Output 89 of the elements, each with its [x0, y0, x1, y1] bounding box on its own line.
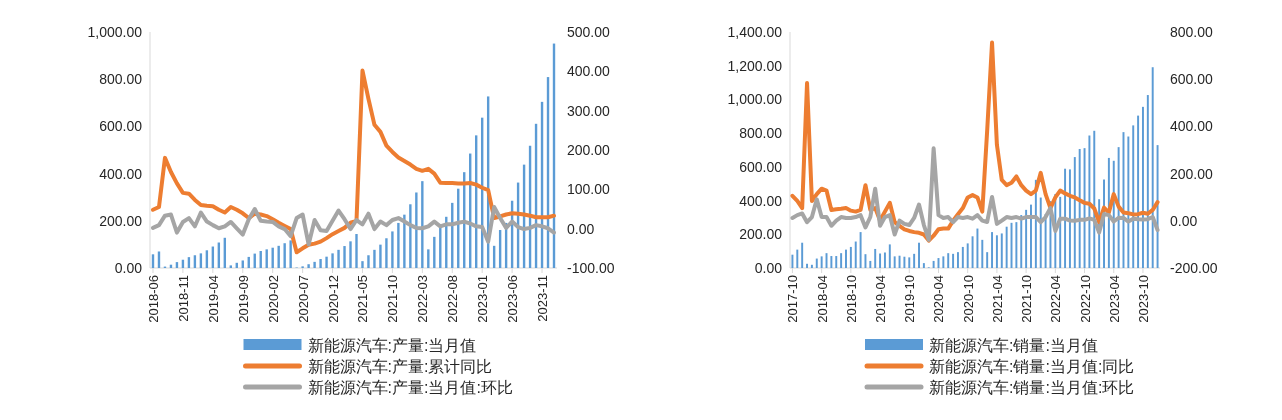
bar — [379, 244, 382, 268]
y-tick-label: 200.00 — [739, 226, 783, 243]
x-tick-label: 2020-04 — [931, 275, 947, 323]
y2-tick-label: 400.00 — [1170, 118, 1214, 135]
x-tick-label: 2023-01 — [475, 275, 491, 323]
y-tick-label: 600.00 — [739, 158, 783, 175]
x-tick-label: 2022-03 — [415, 275, 431, 323]
line-series — [790, 40, 1160, 243]
bar — [373, 249, 376, 268]
y-tick-label: 1,400.00 — [727, 24, 783, 40]
legend-label: 新能源汽车:销量:当月值 — [929, 337, 1098, 354]
y2-tick-label: 0.00 — [1170, 212, 1198, 229]
x-tick-label: 2018-06 — [145, 275, 161, 323]
bar — [409, 204, 412, 268]
y-tick-label: 800.00 — [99, 71, 143, 88]
bar — [307, 264, 310, 268]
y2-tick-label: 400.00 — [567, 63, 611, 80]
y-tick-label: 1,200.00 — [727, 57, 783, 74]
y2-tick-label: -100.00 — [567, 260, 615, 276]
y-tick-label: 400.00 — [99, 165, 143, 182]
x-tick-label: 2019-04 — [205, 275, 221, 323]
y2-tick-label: 100.00 — [567, 181, 611, 198]
y-tick-label: 400.00 — [739, 192, 783, 209]
x-tick-label: 2018-11 — [175, 275, 191, 322]
x-tick-label: 2019-10 — [902, 275, 918, 323]
x-tick-label: 2021-10 — [1019, 275, 1035, 323]
bar — [427, 249, 430, 268]
legend-label: 新能源汽车:销量:当月值:同比 — [929, 358, 1135, 375]
y2-tick-label: 300.00 — [567, 102, 611, 119]
x-tick-label: 2019-04 — [873, 275, 889, 323]
bar — [355, 234, 358, 268]
bar — [367, 255, 370, 268]
y2-tick-label: 0.00 — [567, 220, 595, 237]
x-tick-label: 2023-10 — [1135, 275, 1151, 323]
y-tick-label: 600.00 — [99, 118, 143, 135]
bar — [397, 222, 400, 268]
x-tick-label: 2020-10 — [960, 275, 976, 323]
y-tick-label: 1,000.00 — [87, 24, 143, 40]
bar — [283, 243, 286, 268]
bar — [337, 249, 340, 268]
bar — [229, 265, 232, 268]
x-tick-label: 2022-10 — [1077, 275, 1093, 323]
bar — [319, 259, 322, 268]
y2-tick-label: 200.00 — [1170, 165, 1214, 182]
y-tick-label: 200.00 — [99, 212, 143, 229]
y-tick-label: 800.00 — [739, 125, 783, 142]
y-tick-label: 1,000.00 — [727, 91, 783, 108]
bar — [289, 240, 292, 268]
x-tick-label: 2018-04 — [814, 275, 830, 323]
x-tick-label: 2018-10 — [843, 275, 859, 323]
bar — [277, 245, 280, 268]
x-tick-label: 2023-11 — [535, 275, 551, 322]
bar — [349, 241, 352, 268]
x-tick-label: 2020-07 — [295, 275, 311, 323]
y-tick-label: 0.00 — [114, 260, 143, 276]
x-tick-label: 2021-05 — [355, 275, 371, 323]
x-tick-label: 2020-12 — [325, 275, 341, 323]
y2-tick-label: -200.00 — [1170, 260, 1218, 276]
bar — [421, 181, 424, 268]
y2-tick-label: 200.00 — [567, 142, 611, 158]
bar — [361, 261, 364, 268]
x-tick-label: 2021-10 — [385, 275, 401, 323]
x-tick-label: 2021-04 — [989, 275, 1005, 323]
x-tick-label: 2022-08 — [445, 275, 461, 323]
bar — [391, 231, 394, 268]
y2-tick-label: 800.00 — [1170, 24, 1214, 40]
x-tick-label: 2023-06 — [505, 275, 521, 323]
y2-tick-label: 500.00 — [567, 24, 611, 40]
line-series — [150, 68, 557, 255]
bar — [403, 214, 406, 268]
y-tick-label: 0.00 — [754, 260, 783, 276]
line-series — [150, 205, 557, 247]
bar — [331, 253, 334, 268]
bar — [385, 238, 388, 268]
x-tick-label: 2023-04 — [1106, 275, 1122, 323]
x-tick-label: 2020-02 — [265, 275, 281, 323]
bar — [313, 261, 316, 268]
x-tick-label: 2017-10 — [785, 275, 801, 323]
bar — [343, 246, 346, 268]
legend-label: 新能源汽车:产量:当月值:环比 — [307, 379, 513, 396]
x-tick-label: 2022-04 — [1048, 275, 1064, 323]
x-tick-label: 2019-09 — [235, 275, 251, 323]
legend-label: 新能源汽车:产量:累计同比 — [307, 358, 493, 375]
legend-label: 新能源汽车:产量:当月值 — [307, 337, 477, 354]
bar — [325, 256, 328, 268]
y2-tick-label: 600.00 — [1170, 71, 1214, 88]
legend-label: 新能源汽车:销量:当月值:环比 — [929, 379, 1135, 396]
bar — [415, 192, 418, 268]
line-series — [790, 146, 1160, 242]
